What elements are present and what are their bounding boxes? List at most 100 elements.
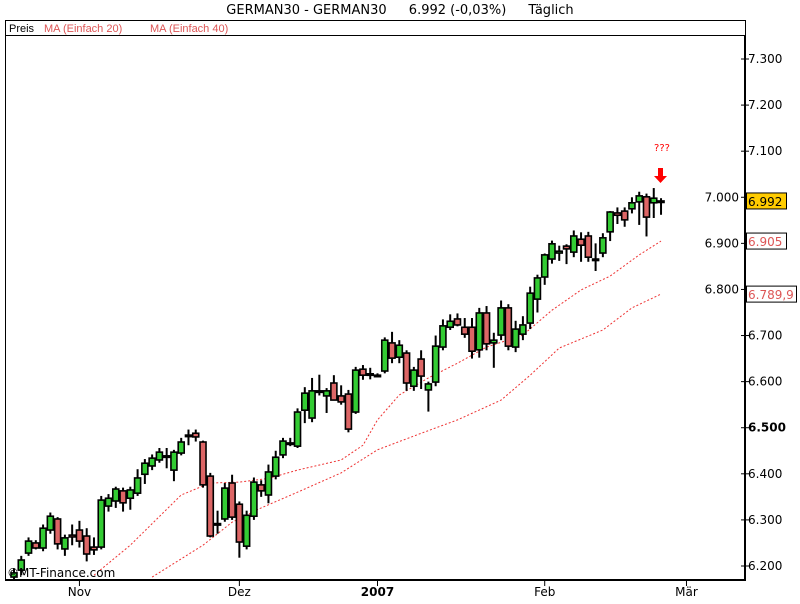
candle-body xyxy=(97,499,106,548)
candle-body xyxy=(620,210,629,221)
candle-body xyxy=(351,369,360,413)
annotation-text: ??? xyxy=(654,143,670,154)
candle xyxy=(431,335,440,387)
candle-body xyxy=(206,475,215,537)
candle-body xyxy=(417,358,425,377)
candle xyxy=(584,231,593,262)
candle xyxy=(519,316,527,341)
candle xyxy=(293,408,302,448)
candle xyxy=(170,449,178,482)
y-tick-label: 6.200 xyxy=(748,559,782,573)
candle-body xyxy=(221,487,229,520)
candle-body xyxy=(90,546,98,551)
candle xyxy=(32,540,40,550)
candle-body xyxy=(388,342,396,359)
candle xyxy=(642,193,651,237)
candle-body xyxy=(337,395,345,403)
candle xyxy=(111,486,120,508)
candle-body xyxy=(32,542,40,549)
candle-body xyxy=(133,477,142,494)
candle xyxy=(315,374,324,396)
candle-body xyxy=(497,307,505,336)
candle-body xyxy=(475,312,484,351)
candle-body xyxy=(490,339,498,344)
candle-body xyxy=(17,559,26,571)
y-tick-label: 7.300 xyxy=(748,52,782,66)
candle-body xyxy=(24,540,33,554)
candle-body xyxy=(657,200,665,204)
candle xyxy=(628,197,636,214)
price-change-label: 6.992 (-0,03%) xyxy=(409,3,506,18)
candle-body xyxy=(649,197,658,204)
candle xyxy=(24,537,33,556)
candle-body xyxy=(584,235,593,258)
candle xyxy=(359,365,367,380)
candle-body xyxy=(308,390,316,419)
candle-body xyxy=(395,344,404,359)
chart-title: GERMAN30 - GERMAN30 6.992 (-0,03%) Tägli… xyxy=(226,3,573,18)
candles xyxy=(10,188,665,581)
candle-body xyxy=(300,392,309,412)
candle xyxy=(569,230,578,258)
candle-body xyxy=(511,328,520,348)
candle-body xyxy=(548,243,556,260)
candle-body xyxy=(533,277,542,300)
candle-body xyxy=(162,455,171,459)
x-tick-label: Mär xyxy=(675,585,698,599)
candle xyxy=(373,373,382,378)
candle xyxy=(119,487,127,512)
watermark: ©MT-Finance.com xyxy=(7,566,115,580)
candle xyxy=(242,510,251,550)
candle xyxy=(497,300,505,341)
candle xyxy=(410,366,418,391)
candle xyxy=(184,429,193,446)
candle xyxy=(577,232,585,262)
candle xyxy=(475,307,484,358)
candle xyxy=(148,454,156,471)
candle-body xyxy=(613,212,622,217)
x-tick-label: Feb xyxy=(534,585,555,599)
candle-body xyxy=(628,202,636,210)
candle xyxy=(504,304,513,351)
candle xyxy=(279,437,287,459)
candle-body xyxy=(293,411,302,447)
candle xyxy=(591,243,600,272)
candle xyxy=(606,211,614,242)
ma40-value-box: 6.789,9 xyxy=(746,285,797,303)
candle-body xyxy=(235,503,244,543)
candle xyxy=(468,318,476,359)
candle xyxy=(380,337,389,374)
legend-ma20: MA (Einfach 20) xyxy=(44,23,122,35)
candle-body xyxy=(264,471,273,496)
candle-body xyxy=(53,518,62,545)
candle-body xyxy=(199,441,207,486)
candle xyxy=(562,244,571,265)
candle-body xyxy=(148,457,156,467)
candle xyxy=(490,332,498,368)
candle xyxy=(395,340,404,364)
ma20-value-box: 6.905 xyxy=(746,232,787,250)
candle-body xyxy=(75,529,84,542)
candle-body xyxy=(119,490,127,504)
candle xyxy=(540,253,549,285)
candle xyxy=(126,486,135,510)
candle xyxy=(162,447,171,469)
ma20-value-box-label: 6.905 xyxy=(748,235,782,249)
candle-body xyxy=(359,368,367,376)
candle xyxy=(482,306,491,351)
candle-body xyxy=(635,195,644,203)
candle xyxy=(235,501,244,558)
candle xyxy=(17,555,26,576)
symbol-label: GERMAN30 - GERMAN30 xyxy=(226,3,386,18)
ma40-value-box-label: 6.789,9 xyxy=(748,288,794,302)
candle xyxy=(620,207,629,227)
candle xyxy=(446,314,455,331)
candle xyxy=(649,188,658,219)
candle xyxy=(599,233,607,258)
candle-body xyxy=(242,514,251,547)
y-tick-label: 7.100 xyxy=(748,144,782,158)
candle-body xyxy=(526,292,534,324)
y-tick-label: 6.600 xyxy=(748,375,782,389)
candle-body xyxy=(191,432,200,438)
y-tick-label: 6.900 xyxy=(705,236,739,250)
